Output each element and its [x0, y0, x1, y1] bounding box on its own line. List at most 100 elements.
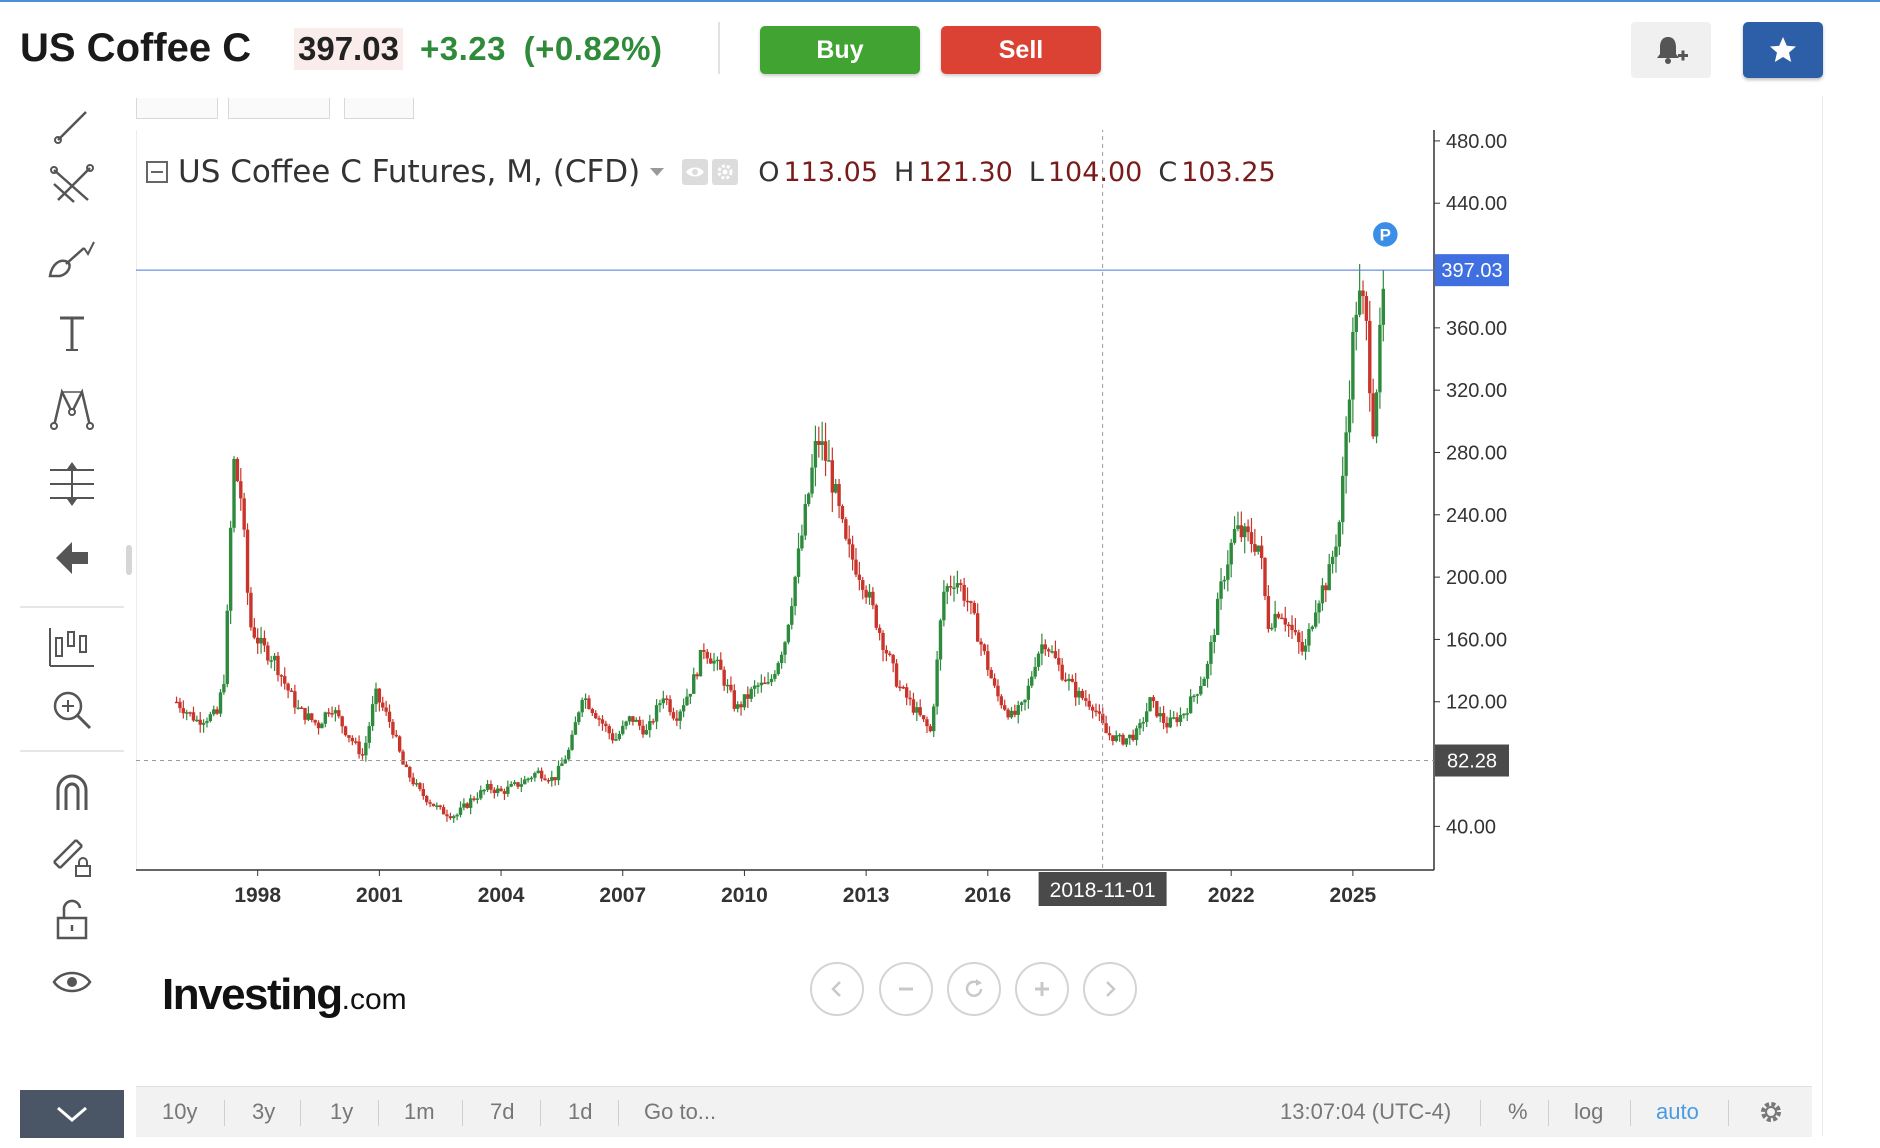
candle-body	[323, 712, 327, 724]
candle-body	[205, 721, 209, 723]
caret-down-icon[interactable]	[650, 168, 665, 176]
goto-date-button[interactable]: Go to...	[644, 1099, 717, 1124]
gear-icon[interactable]	[712, 159, 739, 185]
range-1y[interactable]: 1y	[330, 1099, 354, 1124]
candle-body	[796, 548, 801, 577]
candle-body	[776, 663, 780, 675]
crosshair-date-badge	[1038, 872, 1167, 906]
trendline-tool[interactable]	[40, 98, 104, 154]
candle-body	[512, 782, 517, 785]
candle-body	[1073, 681, 1078, 698]
candle-body	[536, 770, 540, 774]
eye-toggle-icon[interactable]	[682, 159, 709, 185]
time-range-bar: 10y 3y 1y 1m 7d 1d Go to... 13:07:04 (UT…	[136, 1086, 1812, 1137]
candle-body	[735, 704, 740, 709]
candle-body	[1006, 709, 1010, 718]
candle-body	[482, 789, 486, 792]
candle-body	[621, 725, 625, 734]
sell-button[interactable]: Sell	[941, 26, 1101, 74]
range-3y[interactable]: 3y	[252, 1099, 276, 1124]
candle-body	[695, 674, 699, 677]
pattern-tool[interactable]	[40, 380, 104, 436]
candle-body	[729, 684, 733, 691]
candle-body	[485, 784, 490, 790]
toolbar-expand-button[interactable]	[20, 1090, 124, 1138]
candle-body	[1209, 641, 1213, 664]
text-tool[interactable]	[40, 306, 104, 362]
candle-body	[1182, 713, 1186, 716]
reset-chart-button[interactable]	[947, 962, 1001, 1016]
collapse-legend-icon[interactable]	[146, 161, 168, 183]
range-1d[interactable]: 1d	[568, 1099, 593, 1124]
measure-tool[interactable]	[40, 456, 104, 512]
candle-body	[1381, 288, 1385, 325]
magnet-tool[interactable]	[40, 764, 104, 820]
zoom-tool[interactable]	[40, 682, 104, 738]
brush-tool[interactable]	[40, 232, 104, 288]
pattern-icon	[50, 388, 94, 430]
range-7d[interactable]: 7d	[490, 1099, 515, 1124]
price-chart[interactable]: 40.00 120.00 160.00 200.00 240.00 280.00 320.0…	[136, 130, 1812, 1086]
current-price-label: 397.03	[1441, 260, 1502, 282]
scroll-left-button[interactable]	[810, 962, 864, 1016]
percent-scale-toggle[interactable]: %	[1508, 1099, 1528, 1124]
candle-body	[708, 658, 713, 664]
y-tick-label: 480.00	[1446, 131, 1507, 153]
candle-body	[898, 686, 902, 689]
candle-body	[1175, 717, 1179, 723]
clock-timezone[interactable]: 13:07:04 (UTC-4)	[1280, 1099, 1452, 1124]
range-1m[interactable]: 1m	[404, 1099, 435, 1124]
auto-scale-toggle[interactable]: auto	[1656, 1099, 1699, 1124]
unlock-tool[interactable]	[40, 892, 104, 948]
visibility-tool[interactable]	[40, 954, 104, 1010]
chart-tab-stub[interactable]	[228, 98, 330, 119]
candle-body	[1117, 734, 1122, 737]
toolbar-collapse-handle[interactable]	[126, 545, 132, 575]
candle-body	[1307, 629, 1311, 646]
candle-body	[654, 705, 659, 722]
buy-button[interactable]: Buy	[760, 26, 920, 74]
y-tick-label: 360.00	[1446, 318, 1507, 340]
candle-body	[820, 441, 824, 445]
candle-body	[357, 741, 361, 755]
zoom-out-button[interactable]	[879, 962, 933, 1016]
candle-body	[1188, 696, 1193, 714]
candle-body	[215, 709, 219, 714]
chevron-right-icon	[1106, 981, 1116, 997]
candle-body	[1138, 723, 1142, 729]
range-10y[interactable]: 10y	[162, 1099, 198, 1124]
candle-body	[509, 784, 513, 787]
chart-settings-button[interactable]	[1758, 1087, 1784, 1137]
candle-body	[1313, 612, 1318, 627]
candle-body	[1337, 522, 1342, 547]
zoom-in-button[interactable]	[1015, 962, 1069, 1016]
candle-body	[178, 701, 182, 709]
chart-tab-stub[interactable]	[344, 98, 414, 119]
candles-group	[174, 264, 1385, 823]
candle-body	[580, 699, 584, 713]
close-label: C	[1158, 156, 1178, 188]
candle-body	[955, 583, 960, 588]
candle-body	[310, 713, 314, 720]
candle-body	[435, 805, 439, 807]
candle-body	[864, 589, 868, 598]
chart-tab-stub[interactable]	[136, 98, 218, 119]
back-tool[interactable]	[40, 530, 104, 586]
candles-tool[interactable]	[40, 620, 104, 676]
candle-body	[830, 460, 835, 493]
candle-body	[259, 637, 263, 644]
log-scale-toggle[interactable]: log	[1574, 1099, 1604, 1124]
candle-body	[989, 669, 993, 679]
watchlist-star-button[interactable]	[1743, 22, 1823, 78]
candle-body	[965, 600, 970, 603]
candle-body	[235, 458, 240, 482]
fibonacci-tool[interactable]	[40, 156, 104, 212]
candle-body	[553, 777, 557, 781]
timebar-divider	[1548, 1100, 1549, 1126]
lock-drawings-tool[interactable]	[40, 828, 104, 884]
candle-body	[293, 691, 297, 708]
scroll-right-button[interactable]	[1083, 962, 1137, 1016]
add-alert-button[interactable]	[1631, 22, 1711, 78]
star-icon	[1770, 37, 1796, 62]
candle-body	[827, 460, 831, 462]
